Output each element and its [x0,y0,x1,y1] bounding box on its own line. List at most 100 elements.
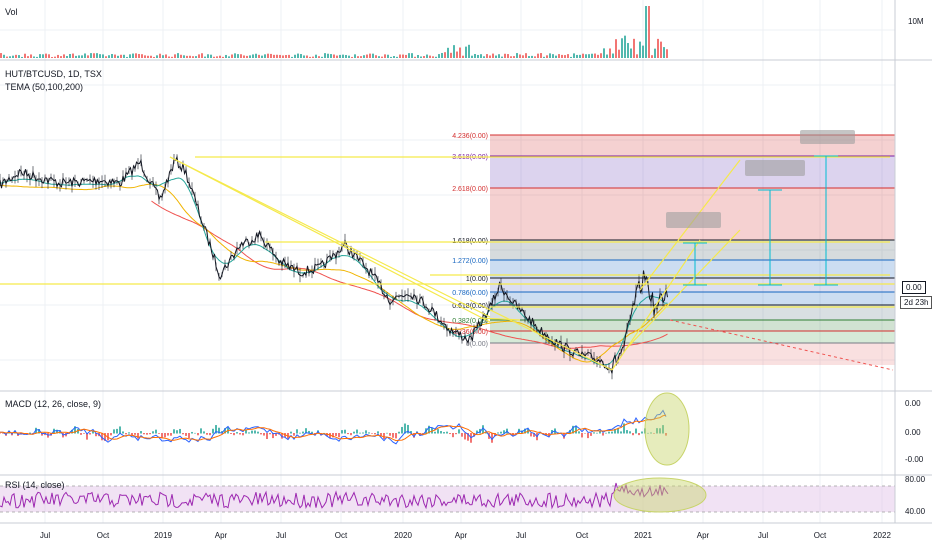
volume-bar [276,54,278,58]
macd-histogram-bar [341,430,343,434]
macd-histogram-bar [431,427,433,434]
volume-bar [153,56,155,58]
macd-histogram-bar [311,431,313,434]
rsi-band [0,486,895,512]
trendline [169,156,491,318]
volume-bar [72,53,74,58]
volume-bar [120,54,122,58]
rsi-highlight-ellipse [613,477,707,513]
volume-bar [357,56,359,58]
volume-bar [564,55,566,58]
macd-histogram-bar [242,433,244,436]
macd-histogram-bar [611,431,613,434]
volume-bar [483,56,485,58]
macd-histogram-bar [371,433,373,434]
volume-bar [600,53,602,58]
volume-bar [195,56,197,58]
macd-histogram-bar [230,433,232,434]
macd-histogram-bar [233,433,235,436]
macd-histogram-bar [599,430,601,434]
volume-bar [666,49,668,58]
macd-histogram-bar [83,433,85,434]
volume-bar [108,55,110,58]
macd-histogram-bar [215,425,217,434]
volume-bar [516,53,518,58]
volume-bar [420,56,422,58]
fib-zone [490,331,895,343]
macd-histogram-bar [647,432,649,434]
macd-histogram-bar [209,433,211,436]
x-axis-tick-label: Oct [576,531,589,540]
volume-bar [465,46,467,58]
macd-histogram-bar [575,425,577,434]
macd-histogram-bar [524,428,526,434]
volume-bar [162,55,164,58]
volume-bar [576,54,578,58]
volume-bar [219,55,221,58]
volume-bar [405,54,407,58]
macd-histogram-bar [95,433,97,437]
volume-bar [408,53,410,58]
macd-histogram-bar [455,433,457,435]
volume-bar [231,54,233,58]
volume-bar [627,43,629,58]
macd-histogram-bar [590,433,592,436]
volume-bar [411,53,413,58]
volume-bar [234,53,236,58]
macd-histogram-bar [335,433,337,436]
volume-bar [246,55,248,58]
macd-histogram-bar [125,433,127,435]
macd-histogram-bar [296,429,298,434]
volume-bar [492,53,494,58]
macd-histogram-bar [80,433,82,435]
volume-bar [324,53,326,58]
volume-bar [21,56,23,58]
volume-bar [171,56,173,58]
macd-histogram-bar [29,432,31,434]
volume-bar [210,54,212,58]
volume-bar [9,56,11,58]
volume-bar [630,48,632,58]
volume-bar [15,54,17,58]
volume-bar [42,54,44,58]
macd-histogram-bar [401,426,403,434]
macd-histogram-bar [593,432,595,434]
volume-bar [69,53,71,58]
volume-bar [186,55,188,58]
macd-histogram-bar [386,432,388,434]
macd-histogram-bar [44,433,46,436]
volume-bar [315,54,317,58]
macd-histogram-bar [134,433,136,435]
x-axis-tick-label: 2021 [634,531,652,540]
volume-bar [327,53,329,58]
macd-histogram-bar [350,433,352,436]
fib-level-label: 2.618(0.00) [452,186,488,193]
fib-zone [490,260,895,278]
volume-bar [372,53,374,58]
macd-histogram-bar [218,427,220,434]
macd-histogram-bar [200,428,202,434]
volume-bar [624,35,626,58]
macd-histogram-bar [107,433,109,441]
volume-bar [123,54,125,58]
volume-bar [30,54,32,58]
macd-histogram-bar [665,433,667,436]
trendline [624,229,741,351]
volume-bar [474,53,476,58]
macd-histogram-bar [437,429,439,434]
volume-bar [387,54,389,58]
macd-histogram-bar [338,433,340,438]
volume-bar [612,53,614,58]
macd-histogram-bar [197,433,199,436]
volume-bar [75,55,77,58]
macd-histogram-bar [221,431,223,434]
macd-histogram-bar [32,433,34,434]
volume-bar [345,54,347,58]
volume-bar [336,55,338,58]
macd-histogram-bar [293,433,295,436]
fib-level-label: 0.786(0.00) [452,290,488,297]
macd-axis-label: -0.00 [905,455,924,464]
volume-bar [105,56,107,58]
volume-title: Vol [5,7,18,17]
